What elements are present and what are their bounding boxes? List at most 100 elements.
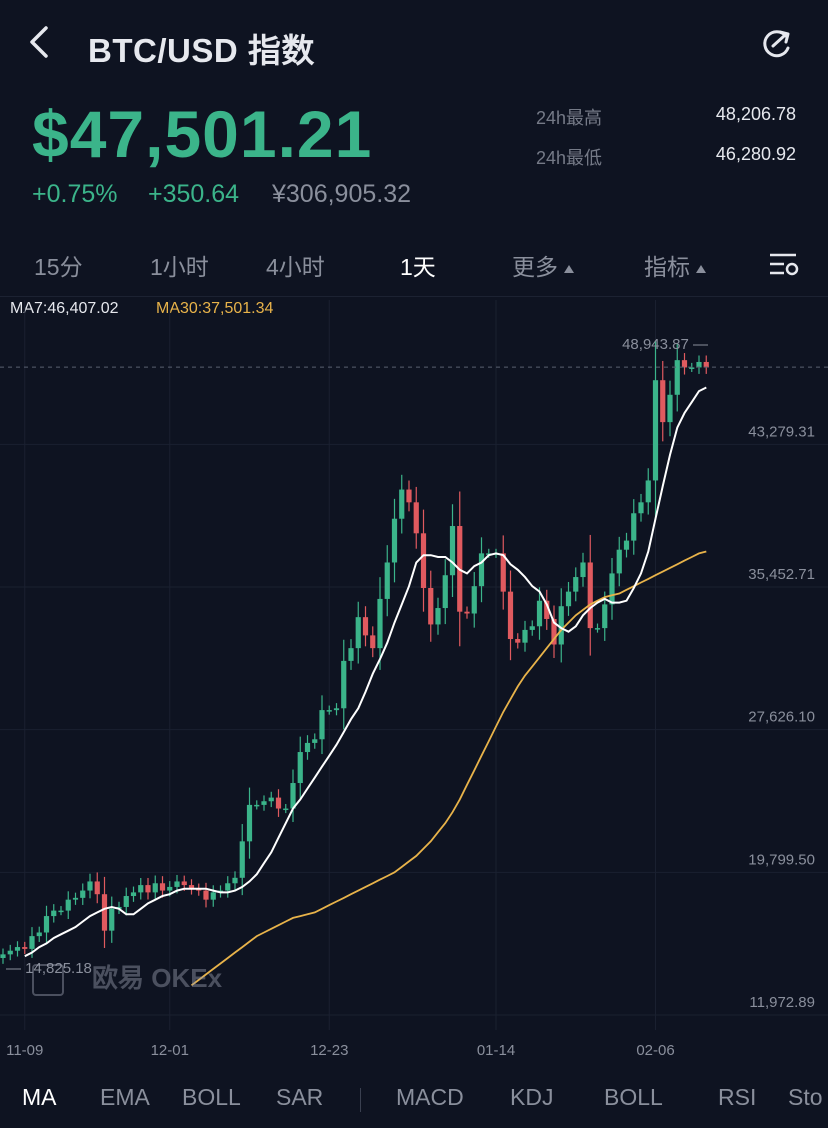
candle-body (413, 502, 419, 534)
candle-body (348, 648, 354, 661)
period-tabs: 15分 1小时 4小时 1天 更多 指标 (0, 236, 828, 292)
candle-body (159, 883, 166, 891)
candle-body (268, 797, 274, 802)
ma7-value: MA7:46,407.02 (10, 300, 119, 317)
candle-body (174, 881, 180, 887)
tab-4h[interactable]: 4小时 (266, 254, 325, 280)
change-percent: +0.75% (32, 180, 118, 208)
candle-body (254, 804, 260, 807)
candle-body (573, 577, 579, 592)
low-24h-value: 46,280.92 (715, 144, 796, 164)
y-tick-label: 43,279.31 (748, 423, 815, 440)
candle-body (58, 910, 64, 913)
tab-boll-main[interactable]: BOLL (182, 1084, 241, 1110)
candle-body (145, 885, 151, 893)
candle-body (536, 600, 543, 627)
candle-body (406, 489, 412, 503)
tab-separator (360, 1088, 361, 1112)
x-axis: 11-09 12-01 12-23 01-14 02-06 (6, 1042, 675, 1059)
candlestick-chart[interactable]: 43,279.31 35,452.71 27,626.10 19,799.50 11,9… (0, 300, 828, 1065)
tab-indicators[interactable]: 指标 (644, 248, 706, 282)
caret-up-icon (696, 264, 706, 273)
tab-macd[interactable]: MACD (396, 1084, 464, 1110)
candle-body (616, 549, 622, 574)
y-axis: 43,279.31 35,452.71 27,626.10 19,799.50 11,9… (748, 423, 815, 1011)
chart-grid (0, 300, 828, 1030)
candle-body (319, 710, 325, 740)
tab-rsi[interactable]: RSI (718, 1084, 757, 1110)
candle-body (507, 591, 514, 640)
candle-body (138, 885, 144, 893)
x-tick-label: 12-23 (310, 1042, 348, 1059)
candle-body (696, 361, 702, 368)
watermark: 欧易 OKEx (32, 958, 223, 997)
tab-1h[interactable]: 1小时 (150, 254, 209, 280)
share-icon[interactable] (756, 24, 796, 64)
candle-body (188, 885, 195, 889)
chevron-left-icon[interactable] (26, 22, 66, 66)
tab-15m[interactable]: 15分 (34, 254, 83, 280)
tab-ema[interactable]: EMA (100, 1084, 150, 1110)
candle-body (181, 881, 187, 886)
chart-settings-icon[interactable] (768, 250, 802, 280)
candle-body (587, 562, 593, 629)
candle-body (551, 618, 557, 645)
y-tick-label: 35,452.71 (748, 566, 815, 583)
candle-body (341, 660, 347, 709)
candle-body (283, 808, 289, 811)
candle-body (703, 361, 709, 368)
candle-body (80, 890, 86, 898)
candle-body (420, 533, 427, 588)
candle-body (203, 890, 209, 900)
candle-body (304, 742, 311, 753)
okex-logo-icon (32, 964, 64, 997)
candle-body (333, 708, 340, 711)
candle-body (464, 611, 470, 614)
tab-kdj[interactable]: KDJ (510, 1084, 554, 1110)
tab-stoch[interactable]: Sto (788, 1084, 823, 1110)
candle-body (297, 752, 303, 784)
candle-body (399, 489, 405, 519)
candle-body (51, 910, 57, 917)
candle-body (681, 360, 688, 368)
candle-body (261, 801, 267, 805)
x-tick-label: 12-01 (151, 1042, 189, 1059)
candle-body (609, 573, 615, 605)
header-bar: BTC/USD 指数 (0, 0, 828, 90)
candle-body (674, 360, 680, 395)
candle-body (290, 783, 296, 809)
candle-body (377, 598, 383, 649)
candle-body (660, 380, 666, 423)
tab-ma[interactable]: MA (22, 1084, 57, 1110)
candle-body (442, 575, 448, 609)
tab-more[interactable]: 更多 (512, 248, 574, 282)
candle-body (544, 600, 550, 619)
candle-body (391, 518, 398, 563)
candle-body (428, 587, 434, 625)
tab-1d[interactable]: 1天 (400, 254, 436, 280)
divider (0, 296, 828, 297)
candle-body (500, 553, 506, 592)
tab-sar[interactable]: SAR (276, 1084, 324, 1110)
candle-body (522, 629, 528, 643)
candle-body (94, 881, 100, 895)
candle-body (435, 608, 441, 625)
min-price-marker: — 14,825.18 (6, 960, 92, 977)
candle-body (326, 710, 332, 712)
high-24h-label: 24h最高 (536, 108, 603, 128)
candle-body (478, 553, 485, 587)
candle-body (210, 892, 216, 900)
candle-body (667, 394, 673, 423)
candle-body (275, 797, 282, 809)
ma30-value: MA30:37,501.34 (156, 300, 274, 317)
candle-body (486, 553, 492, 555)
candle-body (565, 591, 572, 607)
candle-body (72, 897, 79, 900)
candle-body (87, 881, 93, 891)
tab-boll-sub[interactable]: BOLL (604, 1084, 663, 1110)
candle-body (232, 877, 238, 884)
indicator-tabs: MA EMA BOLL SAR MACD KDJ BOLL RSI Sto (0, 1070, 828, 1128)
candle-body (355, 617, 361, 649)
watermark-text: 欧易 OKEx (92, 963, 223, 993)
candle-body (167, 886, 173, 891)
